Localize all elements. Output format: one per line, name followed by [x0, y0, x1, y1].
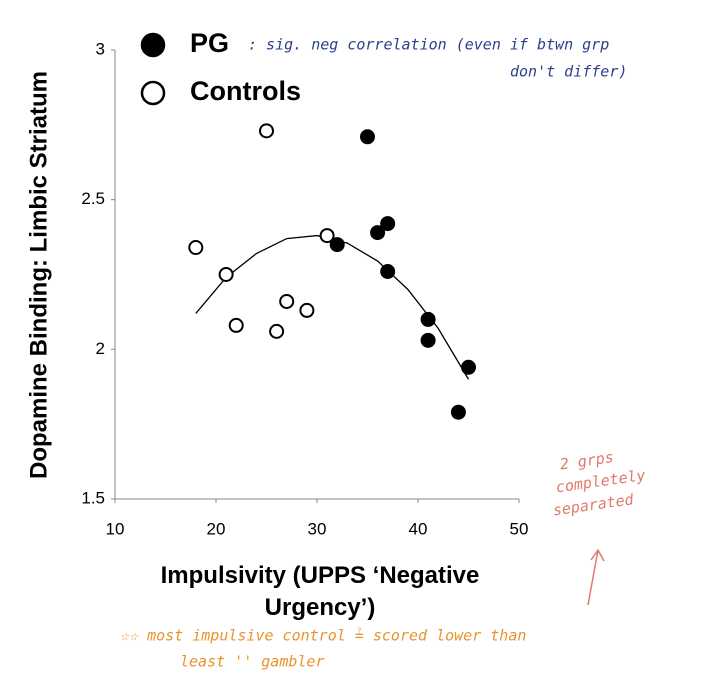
legend-label: Controls [190, 76, 301, 106]
legend-marker [140, 32, 166, 58]
legend-label: PG [190, 28, 229, 58]
point [380, 216, 396, 232]
point [420, 332, 436, 348]
point [299, 302, 315, 318]
annotation: least '' gambler [180, 653, 325, 671]
y-tick-label: 2.5 [81, 189, 105, 208]
point [188, 240, 204, 256]
point [218, 267, 234, 282]
legend-marker [140, 80, 166, 106]
trendline [195, 234, 470, 380]
x-tick-label: 40 [409, 519, 428, 538]
point [450, 404, 466, 420]
point [228, 317, 244, 333]
point [279, 293, 295, 309]
point [380, 264, 396, 280]
y-tick-label: 1.5 [81, 488, 105, 507]
arrow [587, 548, 605, 606]
annotation: : sig. neg correlation (even if btwn grp [248, 36, 609, 54]
point [370, 225, 386, 241]
point [420, 311, 436, 327]
point [259, 123, 274, 139]
point [461, 359, 476, 375]
x-tick-label: 30 [308, 519, 327, 538]
x-tick-label: 20 [207, 519, 226, 538]
point [269, 323, 285, 339]
x-axis-title: Impulsivity (UPPS ‘Negative Urgency’) [160, 562, 480, 621]
point [319, 228, 335, 244]
y-axis-title: Dopamine Binding: Limbic Striatum [25, 71, 52, 479]
x-tick-label: 50 [510, 519, 529, 538]
annotation: don't differ) [510, 63, 627, 81]
annotation: ☆☆ most impulsive control ≟ scored lower… [120, 627, 526, 645]
annotation: 2 grps [559, 448, 615, 473]
point [360, 129, 375, 145]
y-tick-label: 2 [96, 339, 105, 358]
point [329, 237, 345, 253]
y-tick-label: 3 [96, 39, 105, 58]
x-tick-label: 10 [106, 519, 125, 538]
